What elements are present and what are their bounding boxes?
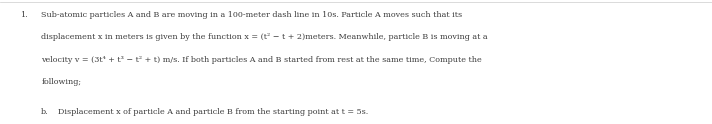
Text: following;: following;: [41, 78, 81, 86]
Text: displacement x in meters is given by the function x = (t² − t + 2)meters. Meanwh: displacement x in meters is given by the…: [41, 33, 488, 42]
Text: velocity v = (3t⁴ + t³ − t² + t) m/s. If both particles A and B started from res: velocity v = (3t⁴ + t³ − t² + t) m/s. If…: [41, 56, 482, 64]
Text: Displacement x of particle A and particle B from the starting point at t = 5s.: Displacement x of particle A and particl…: [58, 108, 369, 116]
Text: b.: b.: [41, 108, 49, 116]
Text: 1.: 1.: [20, 11, 28, 19]
Text: Sub-atomic particles A and B are moving in a 100-meter dash line in 10s. Particl: Sub-atomic particles A and B are moving …: [41, 11, 462, 19]
